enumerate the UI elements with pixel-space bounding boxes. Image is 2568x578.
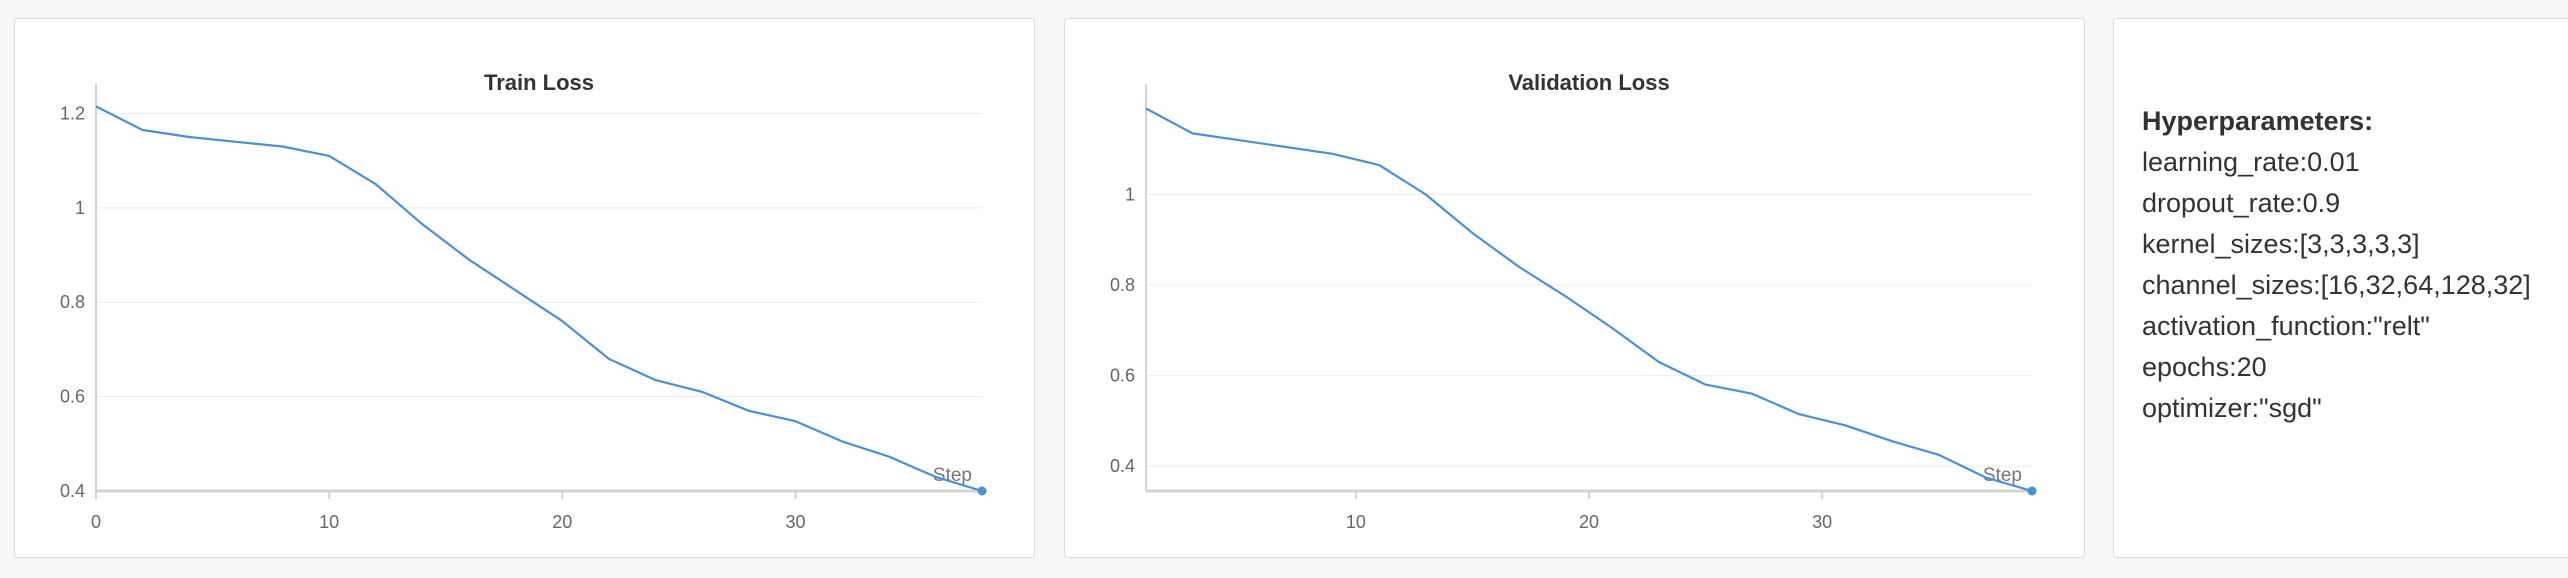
x-tick-label: 10 xyxy=(319,512,339,532)
hyperparameter-row: activation_function:"relt" xyxy=(2142,311,2430,341)
y-tick-label: 0.6 xyxy=(60,387,85,407)
x-tick-label: 20 xyxy=(552,512,572,532)
hyperparameter-row: optimizer:"sgd" xyxy=(2142,393,2322,423)
y-tick-label: 0.4 xyxy=(60,481,85,501)
validation-loss-panel: Validation Loss 0.4 0.6 0.8 1 10 20 30 Step xyxy=(1064,18,2085,558)
validation-loss-chart: Validation Loss 0.4 0.6 0.8 1 10 20 30 Step xyxy=(1110,70,2037,532)
hyperparameter-row: learning_rate:0.01 xyxy=(2142,147,2360,177)
x-axis-label: Step xyxy=(1983,465,2022,486)
last-point-marker xyxy=(2027,486,2037,496)
chart-title: Validation Loss xyxy=(1508,70,1669,95)
hyperparameter-row: kernel_sizes:[3,3,3,3,3] xyxy=(2142,229,2420,259)
last-point-marker xyxy=(977,486,987,496)
x-tick-label: 20 xyxy=(1579,512,1599,532)
x-tick-label: 10 xyxy=(1346,512,1366,532)
train-loss-panel: Train Loss 0.4 0.6 0.8 1 1.2 0 10 20 30 Step xyxy=(14,18,1035,558)
y-tick-label: 0.8 xyxy=(1110,275,1135,295)
y-tick-label: 1.2 xyxy=(60,103,85,123)
x-axis-label: Step xyxy=(933,465,972,486)
hyperparameters-title: Hyperparameters: xyxy=(2142,106,2374,136)
hyperparameters-list: Hyperparameters: learning_rate:0.01 drop… xyxy=(2142,101,2531,429)
x-tick-label: 0 xyxy=(91,512,101,532)
y-tick-label: 0.8 xyxy=(60,292,85,312)
hyperparameter-row: epochs:20 xyxy=(2142,352,2267,382)
hyperparameter-row: channel_sizes:[16,32,64,128,32] xyxy=(2142,270,2531,300)
y-tick-label: 0.6 xyxy=(1110,366,1135,386)
hyperparameter-row: dropout_rate:0.9 xyxy=(2142,188,2341,218)
train-loss-chart: Train Loss 0.4 0.6 0.8 1 1.2 0 10 20 30 Step xyxy=(60,70,987,532)
y-tick-label: 1 xyxy=(75,198,85,218)
series-line xyxy=(95,105,983,493)
series-line xyxy=(1145,107,2033,493)
hyperparameters-panel: Hyperparameters: learning_rate:0.01 drop… xyxy=(2113,18,2568,558)
x-tick-label: 30 xyxy=(1812,512,1832,532)
y-tick-label: 1 xyxy=(1125,185,1135,205)
x-tick-label: 30 xyxy=(785,512,805,532)
y-tick-label: 0.4 xyxy=(1110,456,1135,476)
chart-title: Train Loss xyxy=(484,70,594,95)
